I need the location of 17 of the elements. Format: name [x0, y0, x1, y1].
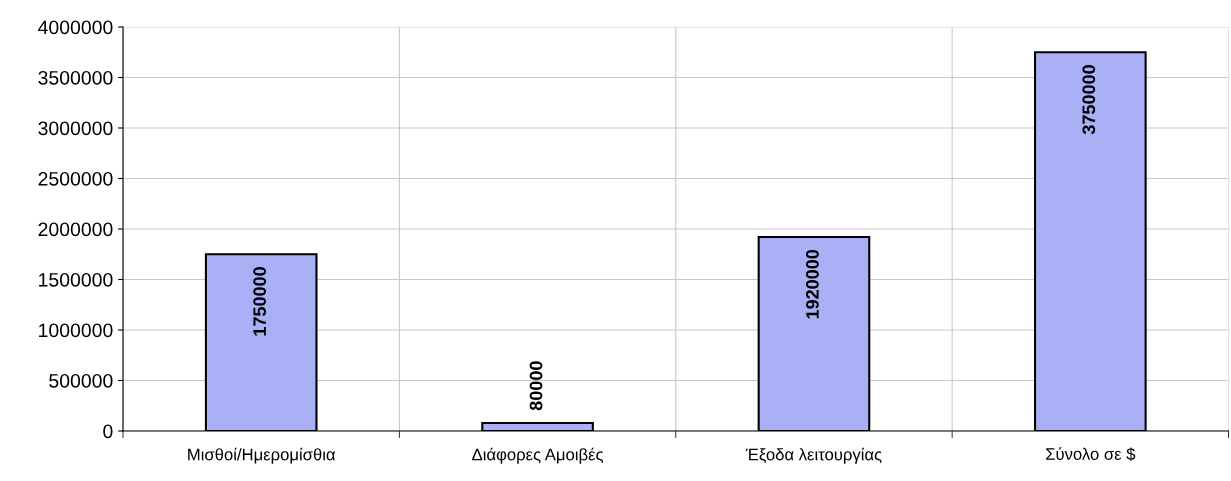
y-tick-label: 4000000 [38, 20, 113, 35]
y-tick-label: 1000000 [39, 323, 113, 338]
data-label: 1750000 [253, 267, 267, 336]
y-tick-label: 3000000 [38, 121, 113, 136]
x-tick-label: Μισθοί/Ημερομίσθια [188, 447, 336, 464]
y-tick-label: 0 [103, 424, 113, 439]
y-tick-label: 1500000 [39, 272, 113, 287]
y-tick-label: 3500000 [38, 70, 113, 85]
y-tick-label: 2500000 [38, 171, 113, 186]
data-label: 80000 [529, 361, 543, 411]
y-tick-label: 2000000 [38, 222, 113, 237]
data-label: 3750000 [1082, 65, 1096, 135]
x-tick-label: Σύνολο σε $ [1046, 447, 1136, 461]
x-tick-label: Έξοδα λειτουργίας [745, 447, 882, 464]
x-tick-label: Διάφορες Αμοιβές [472, 447, 604, 464]
data-label: 1920000 [806, 249, 819, 319]
y-tick-label: 500000 [49, 373, 113, 388]
